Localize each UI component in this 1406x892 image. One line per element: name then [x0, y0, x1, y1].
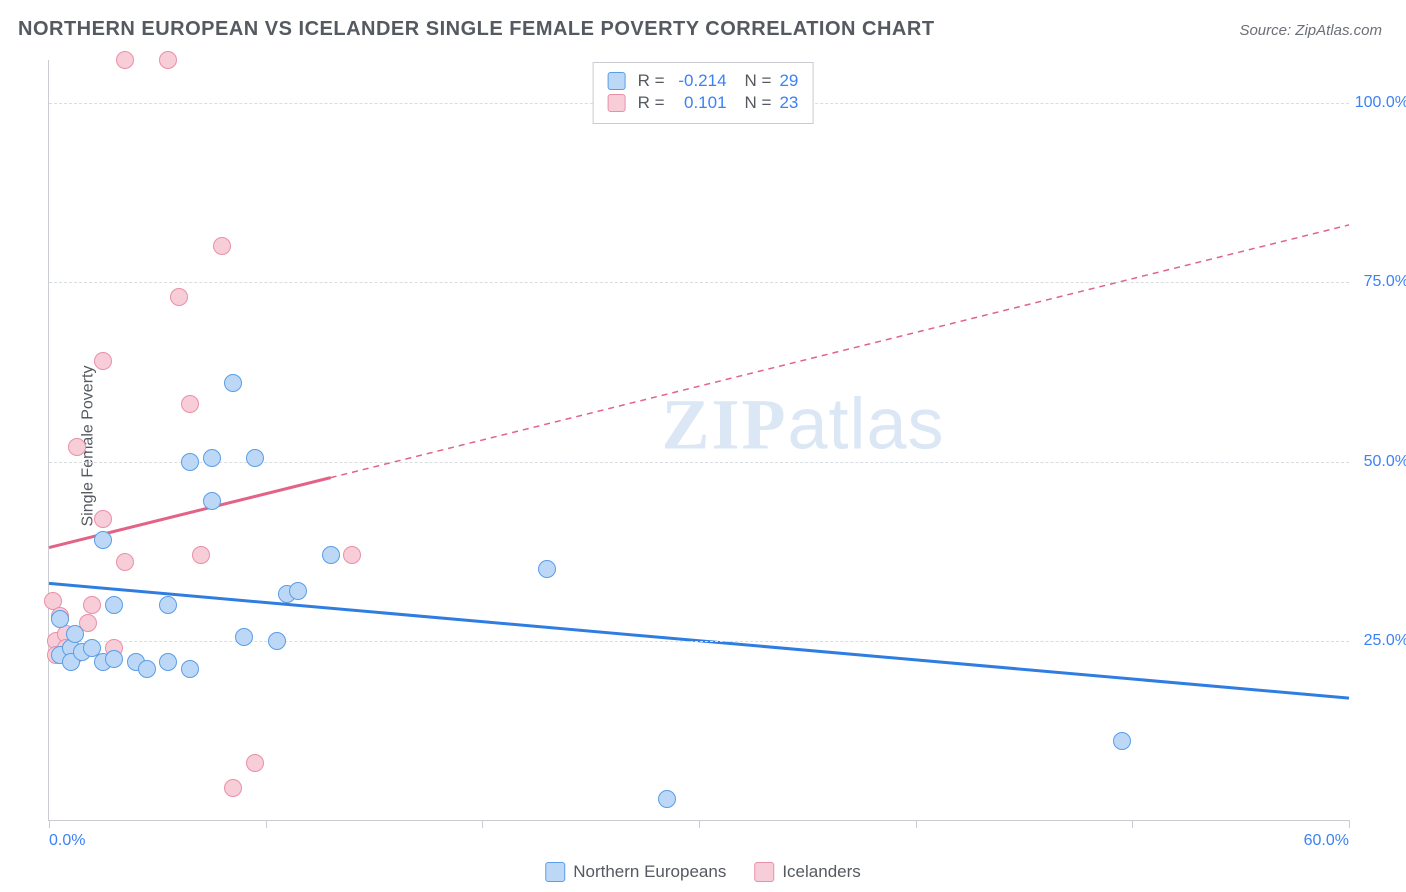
data-point — [538, 560, 556, 578]
stats-legend-row: R = 0.101 N = 23 — [608, 93, 799, 113]
data-point — [181, 395, 199, 413]
legend-item: Northern Europeans — [545, 862, 726, 882]
data-point — [224, 374, 242, 392]
series-legend: Northern Europeans Icelanders — [545, 862, 861, 882]
data-point — [138, 660, 156, 678]
data-point — [170, 288, 188, 306]
data-point — [235, 628, 253, 646]
n-value: 29 — [779, 71, 798, 91]
stats-legend-row: R = -0.214 N = 29 — [608, 71, 799, 91]
x-tick — [916, 820, 917, 828]
r-value: -0.214 — [673, 71, 727, 91]
r-value: 0.101 — [673, 93, 727, 113]
data-point — [322, 546, 340, 564]
data-point — [105, 596, 123, 614]
legend-item: Icelanders — [754, 862, 860, 882]
data-point — [224, 779, 242, 797]
n-value: 23 — [779, 93, 798, 113]
y-tick-label: 75.0% — [1364, 273, 1406, 291]
y-tick-label: 50.0% — [1364, 453, 1406, 471]
n-label: N = — [745, 71, 772, 91]
data-point — [105, 650, 123, 668]
data-point — [192, 546, 210, 564]
data-point — [181, 660, 199, 678]
data-point — [66, 625, 84, 643]
gridline — [49, 462, 1349, 463]
chart-title: NORTHERN EUROPEAN VS ICELANDER SINGLE FE… — [18, 18, 935, 41]
y-tick-label: 25.0% — [1364, 632, 1406, 650]
n-label: N = — [745, 93, 772, 113]
legend-swatch-icon — [545, 862, 565, 882]
data-point — [181, 453, 199, 471]
x-tick — [699, 820, 700, 828]
data-point — [213, 237, 231, 255]
legend-swatch-icon — [608, 72, 626, 90]
legend-label: Icelanders — [782, 862, 860, 882]
data-point — [658, 790, 676, 808]
data-point — [1113, 732, 1131, 750]
x-tick — [266, 820, 267, 828]
x-tick-label: 0.0% — [49, 832, 85, 850]
gridline — [49, 282, 1349, 283]
x-tick — [49, 820, 50, 828]
data-point — [203, 492, 221, 510]
data-point — [343, 546, 361, 564]
trend-line — [49, 478, 331, 548]
legend-label: Northern Europeans — [573, 862, 726, 882]
data-point — [116, 553, 134, 571]
data-point — [159, 596, 177, 614]
legend-swatch-icon — [608, 94, 626, 112]
data-point — [159, 51, 177, 69]
r-label: R = — [638, 71, 665, 91]
r-label: R = — [638, 93, 665, 113]
y-tick-label: 100.0% — [1355, 94, 1406, 112]
trend-lines-layer — [49, 60, 1349, 820]
trend-line — [331, 225, 1349, 478]
source-label: Source: ZipAtlas.com — [1239, 22, 1382, 39]
x-tick — [1132, 820, 1133, 828]
data-point — [83, 596, 101, 614]
x-tick — [482, 820, 483, 828]
data-point — [268, 632, 286, 650]
scatter-plot-area: ZIPatlas 25.0%50.0%75.0%100.0%0.0%60.0% — [48, 60, 1349, 821]
data-point — [289, 582, 307, 600]
data-point — [94, 531, 112, 549]
data-point — [246, 754, 264, 772]
data-point — [246, 449, 264, 467]
data-point — [68, 438, 86, 456]
data-point — [116, 51, 134, 69]
stats-legend: R = -0.214 N = 29 R = 0.101 N = 23 — [593, 62, 814, 124]
x-tick-label: 60.0% — [1304, 832, 1349, 850]
data-point — [94, 510, 112, 528]
data-point — [159, 653, 177, 671]
x-tick — [1349, 820, 1350, 828]
data-point — [203, 449, 221, 467]
data-point — [51, 610, 69, 628]
data-point — [94, 352, 112, 370]
legend-swatch-icon — [754, 862, 774, 882]
